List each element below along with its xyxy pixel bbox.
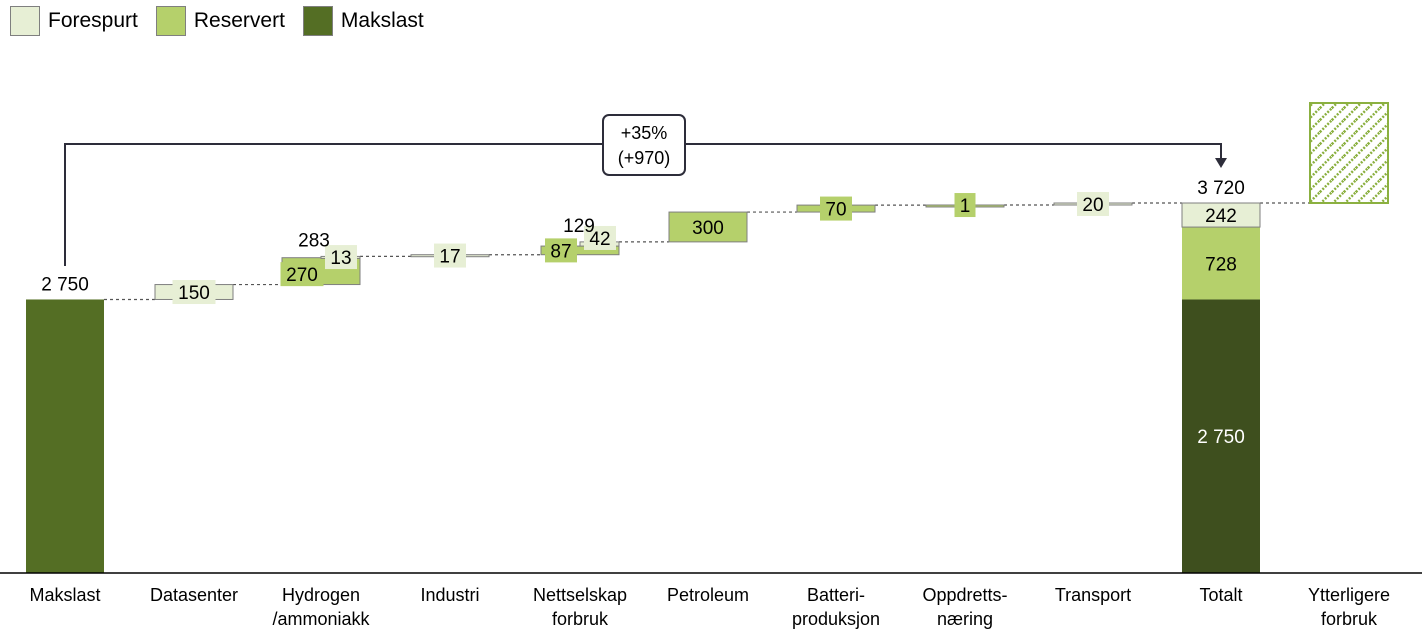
x-tick-label-7-0: Oppdretts- xyxy=(922,585,1007,605)
value-label-transport-bg xyxy=(1077,191,1109,216)
x-tick-label-6-1: produksjon xyxy=(792,609,880,629)
legend-swatch-reservert xyxy=(155,6,186,36)
value-label-industri-bg xyxy=(434,243,466,268)
x-tick-label-2-0: Hydrogen xyxy=(282,585,360,605)
value-label-nettselskap-total: 129 xyxy=(563,216,595,237)
x-tick-label-8-0: Transport xyxy=(1055,585,1131,605)
bar-ytterligere-hatched xyxy=(1309,102,1389,204)
legend-label-forespurt: Forespurt xyxy=(48,9,138,32)
legend: Forespurt Reservert Makslast xyxy=(10,6,442,36)
value-label-totalt-top: 3 720 xyxy=(1197,178,1245,199)
x-tick-label-6-0: Batteri- xyxy=(807,585,865,605)
value-label-nettselskap-reservert-bg xyxy=(545,238,577,263)
bracket-box xyxy=(602,114,686,176)
value-label-hydrogen-total: 283 xyxy=(298,230,330,251)
bracket-arrow-icon xyxy=(1215,158,1227,168)
value-label-oppdrett-bg xyxy=(954,193,976,218)
x-tick-label-10-0: Ytterligere xyxy=(1308,585,1390,605)
value-label-datasenter: 150 xyxy=(178,283,210,304)
legend-label-makslast: Makslast xyxy=(340,9,424,32)
legend-item-reservert: Reservert xyxy=(155,6,285,36)
bar-totalt-forespurt xyxy=(1181,202,1261,228)
x-tick-label-3-0: Industri xyxy=(420,585,479,605)
x-tick-label-0-0: Makslast xyxy=(29,585,100,605)
legend-item-forespurt: Forespurt xyxy=(10,6,138,36)
bracket-abs-label: (+970) xyxy=(618,148,671,168)
bracket-line xyxy=(64,143,1222,266)
bar-makslast xyxy=(26,299,104,573)
value-label-hydrogen-reservert-bg xyxy=(280,262,324,287)
connector-lines xyxy=(104,202,1310,301)
x-tick-label-9-0: Totalt xyxy=(1199,585,1242,605)
x-tick-label-1-0: Datasenter xyxy=(150,585,238,605)
value-label-nettselskap-forespurt: 42 xyxy=(589,229,610,250)
value-label-hydrogen-reservert: 270 xyxy=(286,265,318,286)
value-label-datasenter-bg xyxy=(172,280,216,305)
value-label-hydrogen-forespurt: 13 xyxy=(330,248,351,269)
x-tick-label-4-1: forbruk xyxy=(552,609,609,629)
x-tick-label-7-1: næring xyxy=(937,609,993,629)
value-label-batteri-bg xyxy=(820,196,852,221)
bars xyxy=(26,102,1389,573)
legend-swatch-forespurt xyxy=(10,6,40,36)
value-label-totalt-forespurt: 242 xyxy=(1205,206,1237,227)
value-label-industri: 17 xyxy=(439,247,460,268)
value-label-hydrogen-forespurt-bg xyxy=(325,245,357,270)
value-label-petroleum-bg xyxy=(686,214,730,239)
x-axis-labels: Makslast Datasenter Hydrogen/ammoniakk Indu… xyxy=(29,585,1390,629)
value-label-transport: 20 xyxy=(1082,195,1103,216)
value-label-petroleum: 300 xyxy=(692,218,724,239)
x-tick-label-5-0: Petroleum xyxy=(667,585,749,605)
value-label-batteri: 70 xyxy=(825,200,846,221)
x-tick-label-2-1: /ammoniakk xyxy=(272,609,370,629)
bar-totalt-reservert xyxy=(1182,227,1260,300)
value-label-oppdrett: 1 xyxy=(960,196,971,217)
value-label-totalt-reservert: 728 xyxy=(1205,254,1237,275)
x-tick-label-10-1: forbruk xyxy=(1321,609,1378,629)
legend-label-reservert: Reservert xyxy=(193,9,285,32)
increase-bracket: +35% (+970) xyxy=(64,114,1227,266)
legend-item-makslast: Makslast xyxy=(302,6,424,36)
value-label-nettselskap-forespurt-bg xyxy=(584,225,616,250)
value-label-makslast: 2 750 xyxy=(41,274,89,295)
legend-swatch-makslast xyxy=(302,6,333,36)
value-label-nettselskap-reservert: 87 xyxy=(550,241,571,262)
x-tick-label-4-0: Nettselskap xyxy=(533,585,627,605)
bar-totalt-makslast xyxy=(1182,299,1260,573)
bracket-pct-label: +35% xyxy=(621,123,668,143)
value-label-totalt-makslast: 2 750 xyxy=(1197,427,1245,448)
